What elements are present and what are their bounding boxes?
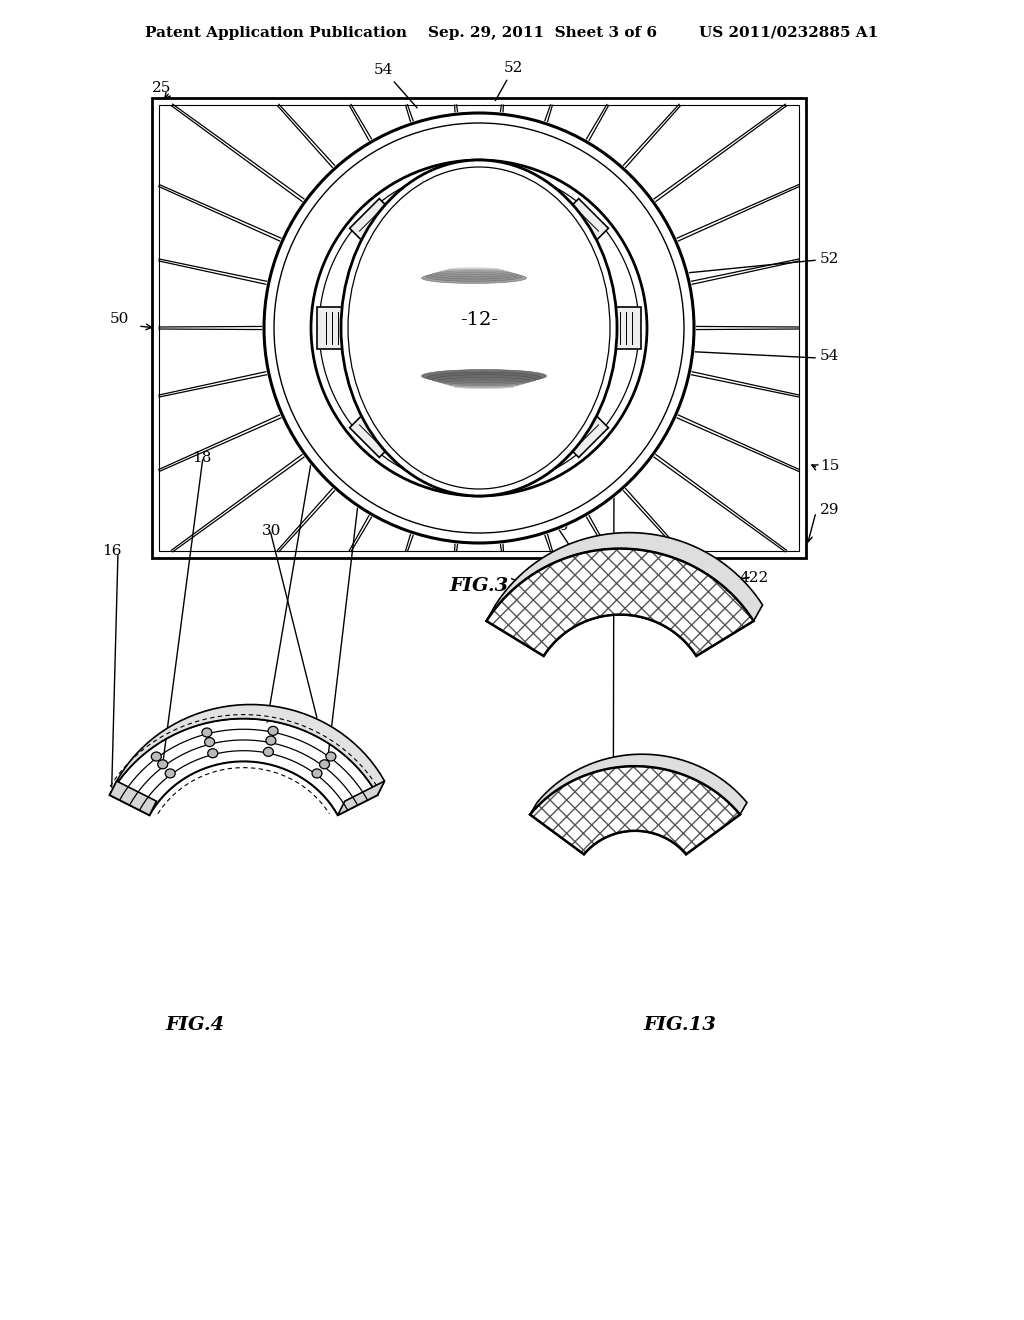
Text: FIG.13: FIG.13 [643,1016,717,1034]
Ellipse shape [430,271,517,279]
Ellipse shape [264,114,694,543]
Text: 50: 50 [110,312,129,326]
Text: 29: 29 [820,503,840,517]
Text: 18: 18 [193,451,211,465]
Text: -12-: -12- [460,312,498,329]
Ellipse shape [205,738,215,747]
Text: FIG.3: FIG.3 [450,577,509,595]
Ellipse shape [444,268,504,272]
Ellipse shape [341,160,617,496]
Text: 30: 30 [262,524,282,539]
Text: 16: 16 [102,544,122,558]
Polygon shape [349,407,400,458]
Ellipse shape [263,747,273,756]
Ellipse shape [266,737,275,744]
Polygon shape [110,781,157,816]
Ellipse shape [443,380,524,387]
Text: 52: 52 [820,252,840,267]
Ellipse shape [422,272,526,284]
Polygon shape [110,718,378,816]
Ellipse shape [158,760,168,768]
Text: 52: 52 [496,61,523,100]
Text: 420: 420 [600,457,630,471]
Polygon shape [349,198,400,249]
Ellipse shape [152,752,162,762]
Polygon shape [530,766,740,854]
Ellipse shape [449,268,500,271]
Text: 20: 20 [312,404,332,418]
Ellipse shape [426,272,522,281]
Polygon shape [486,549,754,656]
Text: 54: 54 [374,63,417,108]
Polygon shape [530,766,740,854]
Ellipse shape [435,271,513,277]
Ellipse shape [439,269,509,275]
Polygon shape [110,705,385,795]
Polygon shape [486,532,763,620]
Text: 25: 25 [152,81,171,95]
Polygon shape [530,754,746,814]
Bar [152,98,806,558]
Text: 54: 54 [820,348,840,363]
Ellipse shape [262,111,696,545]
Polygon shape [317,308,347,348]
Text: 15: 15 [820,459,840,473]
Ellipse shape [427,372,541,384]
Ellipse shape [165,770,175,777]
Polygon shape [557,198,608,249]
Ellipse shape [268,726,279,735]
Text: 28: 28 [424,487,472,523]
Polygon shape [557,407,608,458]
Text: FIG.4: FIG.4 [165,1016,224,1034]
Polygon shape [458,459,500,490]
Ellipse shape [326,752,336,762]
Ellipse shape [311,160,647,496]
Ellipse shape [319,760,330,768]
Text: Patent Application Publication    Sep. 29, 2011  Sheet 3 of 6        US 2011/023: Patent Application Publication Sep. 29, … [145,26,879,40]
Ellipse shape [455,385,513,388]
Text: 402: 402 [540,594,569,609]
Ellipse shape [208,748,218,758]
Ellipse shape [438,378,530,385]
Polygon shape [458,166,500,195]
Text: 416: 416 [540,519,569,533]
Ellipse shape [449,383,519,388]
Text: 422: 422 [740,572,769,585]
Ellipse shape [202,729,212,737]
Ellipse shape [312,770,322,777]
Ellipse shape [432,375,536,384]
Polygon shape [611,308,641,348]
Bar [159,106,799,550]
Polygon shape [486,549,754,656]
Ellipse shape [422,370,547,383]
Text: 22: 22 [352,480,372,495]
Polygon shape [338,781,385,816]
